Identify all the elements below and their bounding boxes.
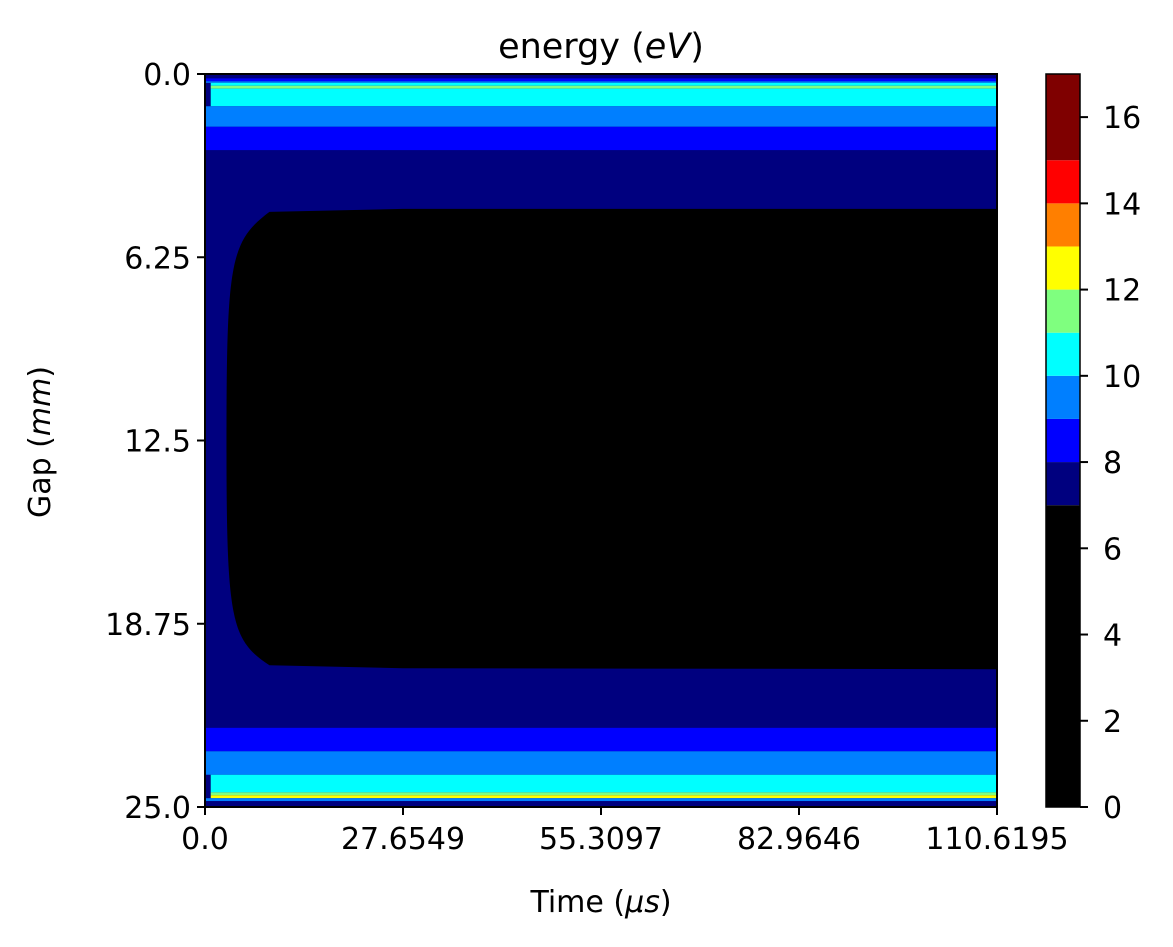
y-tick-label-0: 0.0 [143,58,191,93]
colorbar-segment-6 [1046,246,1080,290]
y-tick-label-4: 25.0 [124,791,191,826]
colorbar-segment-1 [1046,462,1080,506]
x-tick-label-3: 82.9646 [737,822,861,857]
low-energy-core-region [226,208,998,670]
x-tick-label-4: 110.6195 [925,822,1068,857]
energy-band-10 [205,751,997,775]
x-axis-label: Time (μs) [529,885,671,920]
colorbar-tick-label-2: 4 [1103,619,1122,654]
energy-band-12 [210,792,998,796]
colorbar: 0 2 4 6 8 10 12 14 16 [1045,73,1141,826]
y-tick-label-2: 12.5 [124,425,191,460]
colorbar-frame [1045,73,1081,808]
energy-band-3 [210,82,998,86]
energy-band-14 [205,798,997,802]
colorbar-tick-label-0: 0 [1103,791,1122,826]
energy-band-13 [210,795,998,799]
colorbar-tick-label-5: 10 [1103,360,1141,395]
energy-band-11 [210,774,998,793]
colorbar-segment-9 [1046,74,1080,161]
colorbar-tick-label-6: 12 [1103,274,1141,309]
energy-band-15 [205,801,997,807]
y-tick-label-3: 18.75 [105,608,191,643]
colorbar-tick-label-1: 2 [1103,705,1122,740]
energy-band-1 [205,78,997,82]
colorbar-segment-0 [1046,505,1080,807]
colorbar-segment-3 [1046,375,1080,419]
x-tick-label-1: 27.6549 [341,822,465,857]
x-tick-label-0: 0.0 [181,822,229,857]
chart-title: energy (eV) [498,27,704,67]
colorbar-segment-5 [1046,289,1080,333]
colorbar-segment-4 [1046,332,1080,376]
energy-band-0 [205,74,997,79]
colorbar-segment-7 [1046,203,1080,247]
energy-band-6 [205,106,997,127]
colorbar-tick-label-3: 6 [1103,532,1122,567]
x-tick-label-2: 55.3097 [539,822,663,857]
energy-band-5 [210,88,998,107]
colorbar-tick-label-7: 14 [1103,187,1141,222]
y-tick-label-1: 6.25 [124,241,191,276]
colorbar-tick-label-8: 16 [1103,101,1141,136]
energy-band-7 [205,126,997,151]
energy-band-4 [210,85,998,89]
colorbar-tick-label-4: 8 [1103,446,1122,481]
plot-area: 0.0 27.6549 55.3097 82.9646 110.6195 0.0 6.25 1… [105,58,1068,857]
colorbar-segment-2 [1046,418,1080,463]
y-axis-label: Gap (mm) [23,366,58,518]
energy-band-9 [205,727,997,752]
colorbar-segment-8 [1046,160,1080,204]
energy-band-2 [205,81,997,83]
